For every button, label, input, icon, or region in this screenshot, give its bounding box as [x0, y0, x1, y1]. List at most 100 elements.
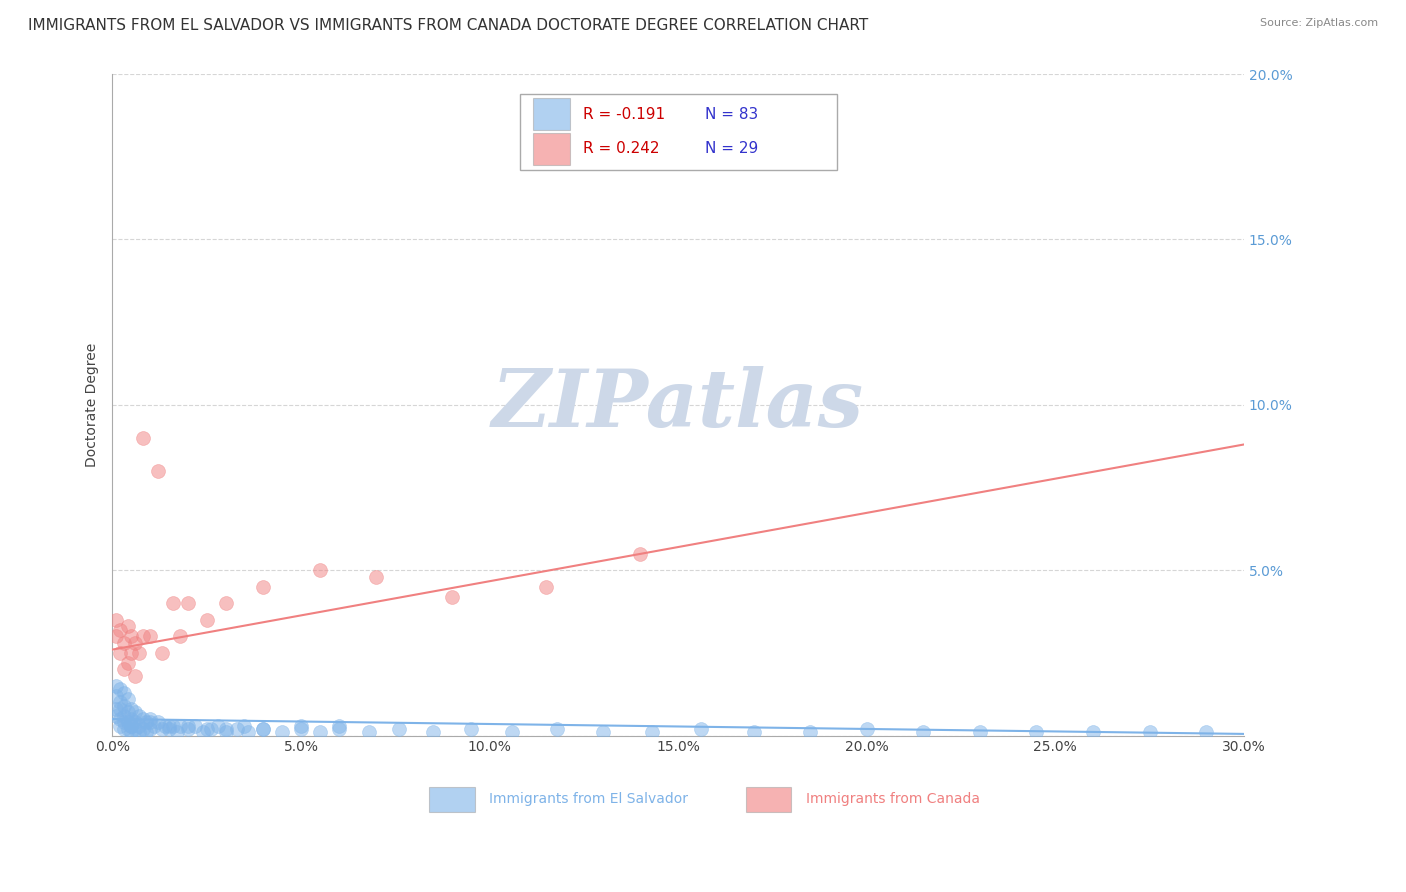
FancyBboxPatch shape [533, 98, 569, 130]
Point [742, 725, 765, 739]
Point [128, 725, 150, 739]
Point [290, 722, 312, 736]
Point [146, 715, 169, 730]
Point [108, 682, 131, 697]
Point [124, 715, 146, 730]
Point [912, 725, 935, 739]
Point [169, 629, 191, 643]
Point [207, 719, 229, 733]
Text: N = 29: N = 29 [706, 141, 759, 156]
FancyBboxPatch shape [520, 94, 837, 170]
Point [592, 725, 614, 739]
Point [366, 570, 388, 584]
Point [112, 715, 135, 730]
Point [855, 722, 877, 736]
Point [117, 706, 139, 720]
Text: R = 0.242: R = 0.242 [583, 141, 659, 156]
Text: Immigrants from El Salvador: Immigrants from El Salvador [489, 792, 688, 806]
Point [214, 596, 236, 610]
Point [108, 719, 131, 733]
Point [184, 719, 207, 733]
Point [105, 689, 128, 703]
Point [117, 692, 139, 706]
Point [309, 725, 332, 739]
Point [131, 629, 153, 643]
Text: IMMIGRANTS FROM EL SALVADOR VS IMMIGRANTS FROM CANADA DOCTORATE DEGREE CORRELATI: IMMIGRANTS FROM EL SALVADOR VS IMMIGRANT… [28, 18, 869, 33]
Point [139, 722, 162, 736]
Point [252, 580, 274, 594]
Point [252, 722, 274, 736]
Point [117, 656, 139, 670]
FancyBboxPatch shape [533, 133, 569, 165]
Point [131, 712, 153, 726]
Point [108, 702, 131, 716]
Point [200, 722, 222, 736]
Point [157, 722, 180, 736]
Point [799, 725, 821, 739]
Point [162, 596, 184, 610]
FancyBboxPatch shape [747, 787, 792, 812]
Point [105, 629, 128, 643]
Point [195, 613, 218, 627]
Point [309, 563, 332, 577]
Point [128, 646, 150, 660]
Point [108, 696, 131, 710]
Point [120, 712, 142, 726]
Point [120, 725, 142, 739]
Point [460, 722, 482, 736]
Point [143, 719, 166, 733]
Point [124, 722, 146, 736]
FancyBboxPatch shape [429, 787, 475, 812]
Point [105, 613, 128, 627]
Point [271, 725, 294, 739]
Point [112, 662, 135, 676]
Point [131, 431, 153, 445]
Text: Immigrants from Canada: Immigrants from Canada [806, 792, 980, 806]
Point [630, 547, 652, 561]
Point [120, 719, 142, 733]
Point [128, 708, 150, 723]
Point [146, 464, 169, 478]
Point [191, 725, 214, 739]
Point [169, 719, 191, 733]
Point [969, 725, 991, 739]
Point [440, 590, 463, 604]
Point [177, 596, 200, 610]
Point [124, 636, 146, 650]
Point [328, 719, 350, 733]
Point [157, 719, 180, 733]
Point [422, 725, 444, 739]
Point [252, 722, 274, 736]
Point [139, 712, 162, 726]
Point [177, 719, 200, 733]
Point [641, 725, 664, 739]
Point [214, 722, 236, 736]
Point [112, 698, 135, 713]
Point [162, 719, 184, 733]
Point [112, 722, 135, 736]
Point [214, 725, 236, 739]
Point [124, 669, 146, 683]
Point [105, 679, 128, 693]
Point [233, 719, 256, 733]
Text: Source: ZipAtlas.com: Source: ZipAtlas.com [1260, 18, 1378, 28]
Point [135, 725, 157, 739]
Text: N = 83: N = 83 [706, 107, 759, 122]
Point [1081, 725, 1104, 739]
Point [689, 722, 711, 736]
Point [328, 722, 350, 736]
Point [105, 708, 128, 723]
Point [120, 629, 142, 643]
Text: R = -0.191: R = -0.191 [583, 107, 665, 122]
Point [150, 646, 173, 660]
Point [166, 725, 188, 739]
Text: ZIPatlas: ZIPatlas [492, 366, 865, 443]
Point [155, 719, 177, 733]
Point [139, 629, 162, 643]
Point [195, 722, 218, 736]
Point [120, 702, 142, 716]
Point [124, 706, 146, 720]
Point [120, 719, 142, 733]
Point [120, 646, 142, 660]
Point [547, 722, 569, 736]
